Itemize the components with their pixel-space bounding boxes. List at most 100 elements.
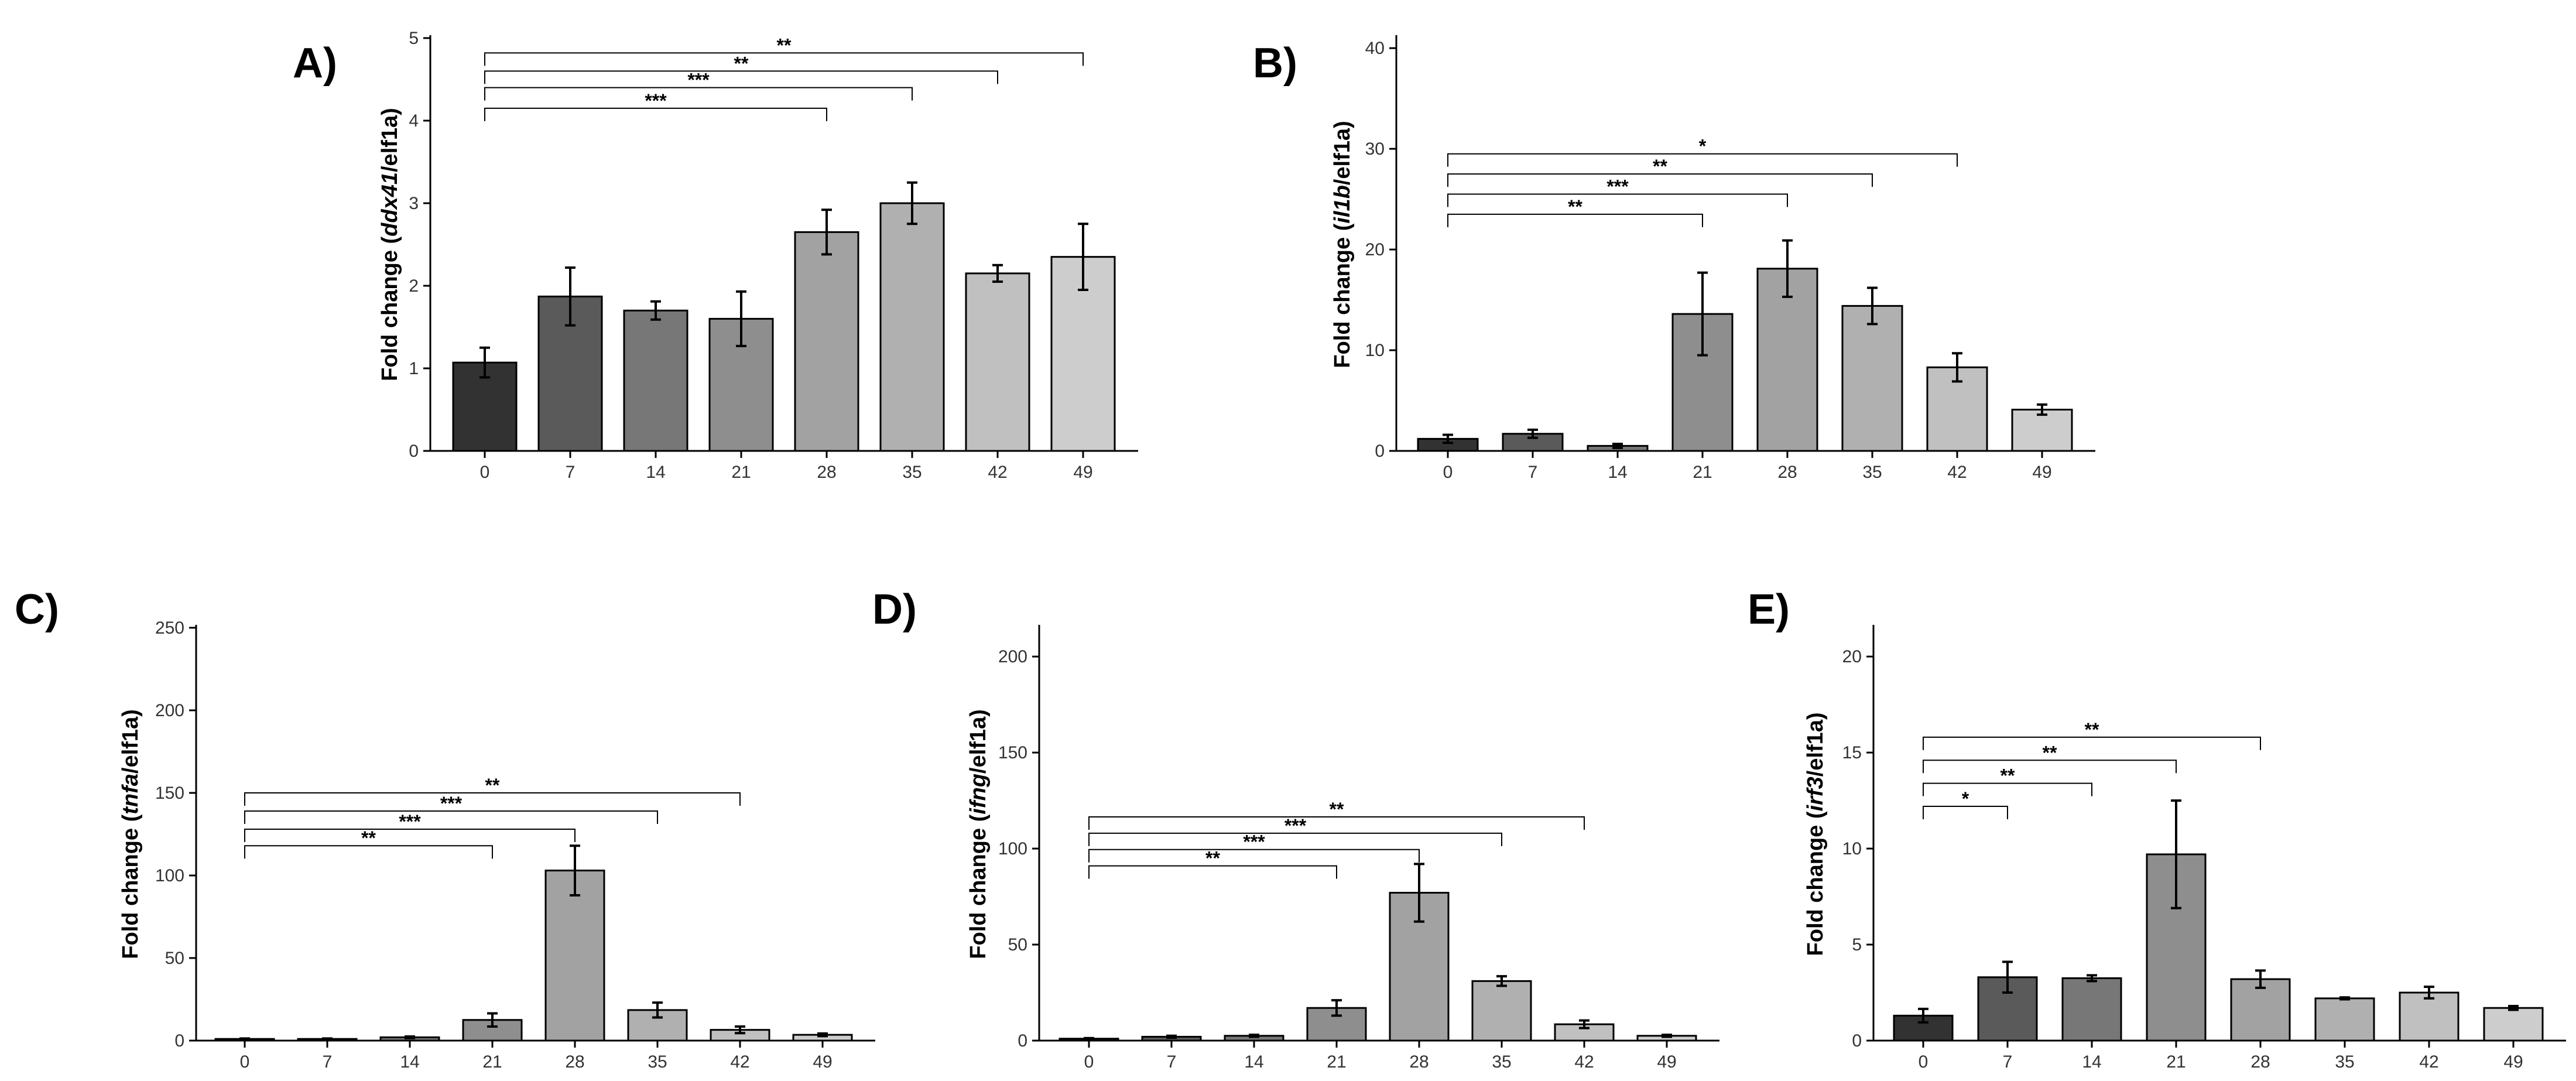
- x-tick-label: 42: [1947, 463, 1967, 482]
- significance-bracket: [1447, 213, 1703, 227]
- significance-bracket: [1088, 832, 1502, 846]
- x-tick-label: 28: [565, 1052, 584, 1072]
- chart-panel: C) Fold change (tnfa/elf1a) 0 50 100 150 200 25…: [15, 586, 875, 1072]
- significance-bracket: [1923, 805, 2008, 819]
- y-axis-title-suffix: /elf1a): [966, 709, 991, 774]
- y-axis-title-prefix: Fold change (: [118, 814, 143, 959]
- y-tick-label: 150: [155, 784, 184, 803]
- y-tick-label: 0: [1852, 1031, 1862, 1051]
- y-tick-label: 10: [1365, 341, 1385, 360]
- x-tick-label: 35: [648, 1052, 667, 1072]
- y-tick-label: 30: [1365, 139, 1385, 159]
- significance-label: **: [2043, 742, 2057, 763]
- x-tick-label: 0: [1443, 463, 1453, 482]
- y-tick-label: 0: [1375, 442, 1385, 461]
- x-tick-label: 7: [566, 463, 576, 482]
- y-axis-title: Fold change (irf3/elf1a): [1803, 713, 1828, 956]
- significance-label: ***: [687, 70, 710, 91]
- x-tick-label: 21: [731, 463, 751, 482]
- y-tick-label: 4: [409, 111, 419, 131]
- x-tick-label: 49: [813, 1052, 832, 1072]
- x-tick-label: 49: [1073, 463, 1092, 482]
- y-tick-label: 0: [409, 442, 419, 461]
- y-axis-title-suffix: /elf1a): [1330, 121, 1355, 185]
- x-tick-label: 42: [988, 463, 1007, 482]
- x-tick-label: 49: [2503, 1052, 2523, 1072]
- y-tick-label: 0: [1018, 1031, 1027, 1051]
- y-tick-label: 100: [155, 866, 184, 885]
- bar: [1841, 305, 1903, 452]
- y-tick-label: 200: [155, 701, 184, 720]
- chart-panel: D) Fold change (ifng/elf1a) 0 50 100 150 200 0 7…: [872, 586, 1719, 1072]
- significance-label: **: [1568, 196, 1582, 217]
- panel-label: C): [15, 586, 59, 633]
- significance-label: *: [1699, 136, 1707, 157]
- x-tick-label: 42: [2419, 1052, 2438, 1072]
- significance-label: **: [2085, 719, 2099, 740]
- y-axis-title-suffix: /elf1a): [378, 108, 402, 172]
- x-tick-label: 7: [1528, 463, 1538, 482]
- bar: [2483, 1007, 2544, 1042]
- y-tick-label: 150: [998, 743, 1027, 762]
- y-axis-title-prefix: Fold change (: [966, 814, 991, 959]
- y-axis-title: Fold change (ifng/elf1a): [966, 709, 991, 959]
- significance-label: ***: [1284, 815, 1307, 836]
- significance-label: **: [485, 775, 500, 796]
- y-tick-label: 100: [998, 839, 1027, 858]
- bar: [1926, 366, 1988, 452]
- significance-bracket: [1923, 760, 2177, 774]
- significance-bracket: [244, 829, 576, 843]
- significance-bracket: [484, 70, 998, 84]
- y-tick-label: 2: [409, 276, 419, 296]
- x-tick-label: 49: [1657, 1052, 1676, 1072]
- x-tick-label: 0: [1084, 1052, 1094, 1072]
- significance-label: **: [1653, 156, 1667, 177]
- bar: [2314, 997, 2375, 1042]
- x-tick-label: 14: [400, 1052, 419, 1072]
- significance-bracket: [1447, 153, 1958, 167]
- y-axis-title-gene: tnfa: [118, 774, 143, 815]
- panel-label: D): [872, 586, 917, 633]
- y-tick-label: 50: [1008, 935, 1027, 955]
- y-tick-label: 1: [409, 359, 419, 378]
- bar: [879, 202, 945, 452]
- panel-label: A): [293, 40, 337, 87]
- chart-panel: B) Fold change (il1b/elf1a) 0 10 20 30 40 0 7 14 2…: [1253, 35, 2095, 482]
- x-tick-label: 35: [1862, 463, 1882, 482]
- chart-panel: A) Fold change (ddx41/elf1a) 0 1 2 3 4 5 0 7 14 21 2…: [293, 29, 1138, 482]
- y-tick-label: 0: [174, 1031, 184, 1051]
- y-axis-title-gene: irf3: [1803, 776, 1828, 811]
- bar: [1471, 980, 1532, 1042]
- significance-bracket: [1447, 193, 1788, 207]
- significance-label: ***: [1243, 832, 1265, 853]
- y-axis-title-gene: ddx41: [378, 172, 402, 237]
- significance-label: **: [1205, 848, 1220, 869]
- x-tick-label: 21: [1693, 463, 1712, 482]
- significance-label: **: [1330, 799, 1344, 820]
- x-tick-label: 28: [1777, 463, 1797, 482]
- y-tick-label: 200: [998, 647, 1027, 666]
- y-tick-label: 5: [1852, 935, 1862, 955]
- significance-label: ***: [1606, 176, 1629, 197]
- significance-label: ***: [645, 90, 667, 111]
- x-tick-label: 14: [2082, 1052, 2101, 1072]
- y-tick-label: 15: [1842, 743, 1862, 762]
- y-axis-title: Fold change (ddx41/elf1a): [378, 108, 402, 381]
- significance-label: ***: [399, 811, 421, 832]
- significance-label: **: [361, 827, 376, 849]
- y-tick-label: 40: [1365, 39, 1385, 58]
- y-tick-label: 10: [1842, 839, 1862, 858]
- y-tick-label: 20: [1842, 647, 1862, 666]
- chart-panel: E) Fold change (irf3/elf1a) 0 5 10 15 20 0 7 14 21…: [1748, 586, 2566, 1072]
- x-tick-label: 0: [240, 1052, 250, 1072]
- x-tick-label: 28: [817, 463, 836, 482]
- y-tick-label: 250: [155, 618, 184, 638]
- panel-label: E): [1748, 586, 1790, 633]
- y-axis-title-suffix: /elf1a): [1803, 713, 1828, 777]
- x-tick-label: 14: [1244, 1052, 1263, 1072]
- significance-bracket: [244, 845, 493, 859]
- panel-label: B): [1253, 40, 1297, 87]
- y-tick-label: 3: [409, 194, 419, 213]
- y-axis-title-suffix: /elf1a): [118, 709, 143, 774]
